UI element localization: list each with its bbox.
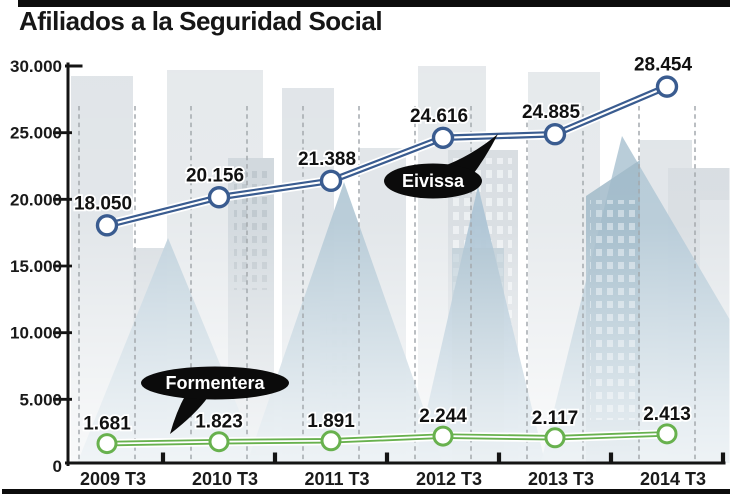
x-axis-labels: 2009 T3 2010 T3 2011 T3 2012 T3 2013 T3 2014 … — [80, 452, 726, 489]
y-tick-label: 20.000 — [10, 190, 62, 209]
top-border-bar — [18, 0, 730, 7]
eivissa-data-point-marker — [655, 75, 679, 98]
series-layer — [95, 75, 679, 455]
eivissa-value-label: 18.050 — [74, 193, 132, 214]
eivissa-data-point-marker — [207, 186, 231, 209]
chart-title: Afiliados a la Seguridad Social — [19, 6, 383, 36]
formentera-value-label: 1.681 — [83, 414, 131, 435]
y-tick-label: 5.000 — [19, 390, 62, 409]
eivissa-value-label: 28.454 — [634, 55, 693, 76]
y-tick-label: 0 — [53, 457, 62, 476]
eivissa-callout-bubble — [384, 163, 482, 199]
x-tick-label: 2012 T3 — [416, 469, 482, 489]
formentera-data-point-marker — [208, 431, 230, 453]
y-tick-label: 15.000 — [10, 257, 62, 276]
x-tick-label: 2010 T3 — [192, 469, 258, 489]
eivissa-data-point-marker — [95, 214, 119, 237]
eivissa-line-core — [106, 85, 668, 227]
eivissa-data-point-marker — [431, 126, 455, 149]
x-tick-label: 2011 T3 — [304, 469, 369, 489]
eivissa-callout-label: Eivissa — [402, 171, 465, 191]
y-tick-label: 30.000 — [10, 57, 62, 76]
eivissa-value-label: 24.885 — [522, 102, 581, 123]
eivissa-data-point-marker — [319, 169, 343, 193]
formentera-data-point-marker — [432, 425, 454, 447]
formentera-data-point-marker — [544, 427, 566, 449]
y-tick-label: 10.000 — [10, 324, 62, 343]
value-labels-layer: 18.050 20.156 21.388 24.616 24.885 28.454 1.68… — [72, 53, 694, 436]
formentera-data-point-marker — [96, 433, 118, 455]
x-tick-label: 2014 T3 — [640, 469, 706, 489]
eivissa-callout: Eivissa — [384, 134, 498, 199]
y-axis-labels: 30.000 25.000 20.000 15.000 10.000 5.000 0 — [10, 57, 72, 476]
formentera-value-label: 1.823 — [195, 412, 243, 433]
formentera-callout: Formentera — [141, 366, 289, 434]
eivissa-value-label: 21.388 — [298, 149, 356, 170]
formentera-value-label: 2.413 — [643, 404, 691, 425]
formentera-value-label: 2.244 — [419, 406, 467, 427]
eivissa-value-label: 20.156 — [186, 165, 244, 186]
eivissa-data-point-marker — [543, 122, 567, 146]
formentera-data-point-marker — [320, 430, 342, 452]
axes — [65, 62, 726, 466]
formentera-callout-label: Formentera — [165, 373, 265, 393]
formentera-value-label: 2.117 — [532, 408, 579, 429]
y-tick-label: 25.000 — [10, 124, 62, 143]
formentera-line-core — [106, 432, 668, 445]
formentera-callout-tail — [170, 394, 208, 434]
city-skyline-background — [69, 62, 730, 463]
formentera-callout-bubble — [141, 366, 289, 400]
formentera-data-point-marker — [656, 423, 678, 445]
x-tick-label: 2009 T3 — [80, 469, 146, 489]
bottom-border-bar — [2, 489, 730, 494]
x-tick-label: 2013 T3 — [528, 469, 594, 489]
formentera-value-label: 1.891 — [307, 411, 355, 432]
eivissa-value-label: 24.616 — [410, 106, 468, 127]
